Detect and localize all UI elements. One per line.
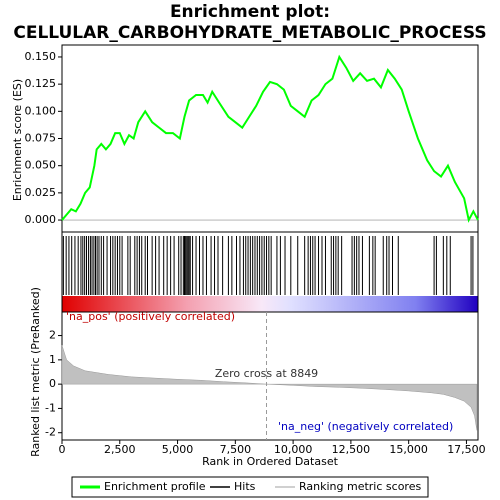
y-tick-label: 0.025 xyxy=(25,186,57,199)
x-tick-label: 15,000 xyxy=(389,443,428,456)
legend-label: Hits xyxy=(234,480,256,493)
x-tick-label: 10,000 xyxy=(274,443,313,456)
y-tick-label: 0.125 xyxy=(25,77,57,90)
y-tick-label: 0.100 xyxy=(25,104,57,117)
legend-label: Enrichment profile xyxy=(104,480,206,493)
y2-tick-label: -1 xyxy=(45,401,56,414)
x-tick-label: 17,500 xyxy=(447,443,486,456)
x-tick-label: 0 xyxy=(59,443,66,456)
pos-label: 'na_pos' (positively correlated) xyxy=(66,310,235,323)
y2-tick-label: 2 xyxy=(49,329,56,342)
neg-label: 'na_neg' (negatively correlated) xyxy=(278,420,453,433)
chart-title: Enrichment plot: xyxy=(170,2,330,22)
x-tick-label: 5,000 xyxy=(162,443,194,456)
y-tick-label: 0.150 xyxy=(25,50,57,63)
zero-cross-label: Zero cross at 8849 xyxy=(215,367,318,380)
y-tick-label: 0.000 xyxy=(25,213,57,226)
legend-label: Ranking metric scores xyxy=(299,480,421,493)
es-panel xyxy=(61,44,479,233)
x-tick-label: 2,500 xyxy=(104,443,136,456)
x-tick-label: 12,500 xyxy=(332,443,371,456)
y-tick-label: 0.050 xyxy=(25,159,57,172)
legend xyxy=(71,476,429,498)
y-axis-label: Enrichment score (ES) xyxy=(11,79,24,201)
y2-tick-label: 1 xyxy=(49,353,56,366)
x-axis-label: Rank in Ordered Dataset xyxy=(202,455,339,468)
chart-subtitle: CELLULAR_CARBOHYDRATE_METABOLIC_PROCESS xyxy=(13,23,486,43)
color-bar xyxy=(62,296,478,312)
y-tick-label: 0.075 xyxy=(25,132,57,145)
y2-axis-label: Ranked list metric (PreRanked) xyxy=(29,287,42,457)
y2-tick-label: 0 xyxy=(49,377,56,390)
metric-area xyxy=(61,345,478,431)
y2-tick-label: -2 xyxy=(45,426,56,439)
es-line xyxy=(61,54,479,223)
x-tick-label: 7,500 xyxy=(220,443,252,456)
